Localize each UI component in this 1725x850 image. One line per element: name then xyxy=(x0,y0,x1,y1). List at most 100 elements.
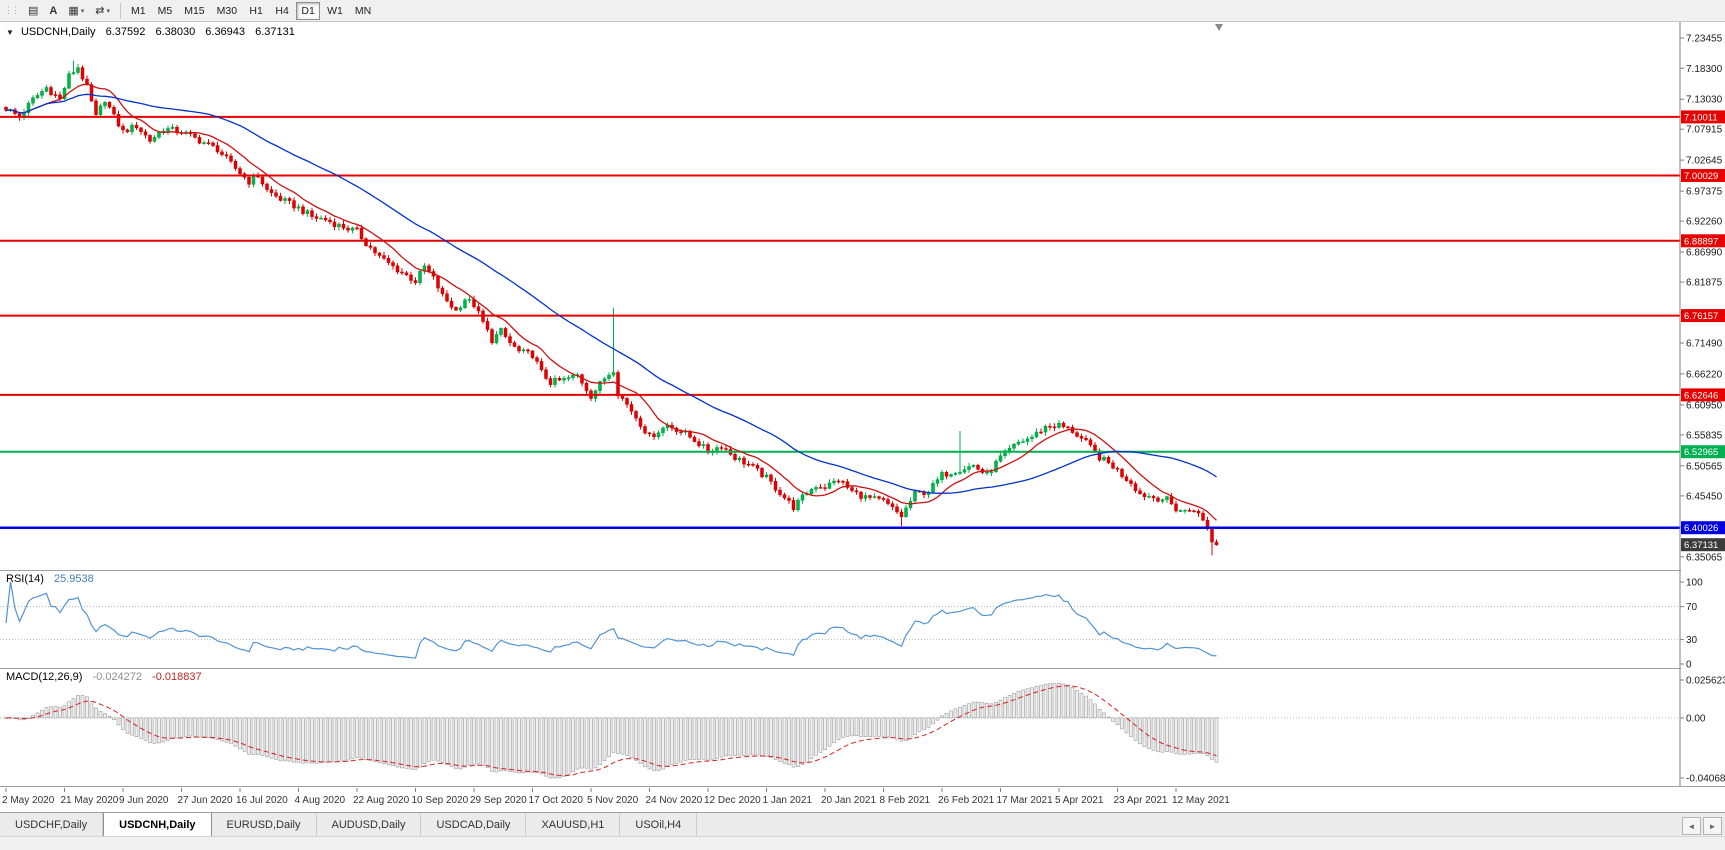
svg-text:6.76157: 6.76157 xyxy=(1684,311,1718,322)
chart-tabbar: USDCHF,Daily USDCNH,Daily EURUSD,Daily AUDU… xyxy=(0,812,1725,836)
svg-text:7.02645: 7.02645 xyxy=(1686,156,1723,167)
svg-text:20 Jan 2021: 20 Jan 2021 xyxy=(821,795,876,806)
rsi-panel xyxy=(0,581,1680,659)
price-line-tag: 7.10011 xyxy=(1681,110,1725,124)
svg-text:30: 30 xyxy=(1686,635,1698,646)
slow-ma-line xyxy=(5,93,1217,494)
top-toolbar: ⋮⋮ ▤ A ▦ ▾ ⇄ ▾ M1 M5 M15 M30 H1 H4 D1 W1 MN xyxy=(0,0,1725,22)
svg-text:22 Aug 2020: 22 Aug 2020 xyxy=(353,795,410,806)
charts-grid-icon[interactable]: ▤ xyxy=(28,5,39,17)
svg-text:6.88897: 6.88897 xyxy=(1684,236,1718,247)
rsi-line xyxy=(5,581,1217,659)
svg-text:6.55835: 6.55835 xyxy=(1686,430,1723,441)
date-axis[interactable]: 2 May 2020 21 May 2020 9 Jun 2020 27 Jun 20… xyxy=(2,788,1230,806)
timeframe-button-mn[interactable]: MN xyxy=(354,4,372,17)
svg-text:27 Jun 2020: 27 Jun 2020 xyxy=(178,795,233,806)
svg-text:7.13030: 7.13030 xyxy=(1686,95,1723,106)
svg-text:6.52965: 6.52965 xyxy=(1684,447,1718,458)
timeframe-button-m1[interactable]: M1 xyxy=(131,4,146,17)
svg-text:0.025623: 0.025623 xyxy=(1686,676,1725,687)
horizontal-lines-layer[interactable] xyxy=(0,115,1680,529)
svg-text:4 Aug 2020: 4 Aug 2020 xyxy=(295,795,346,806)
price-line-tag: 6.37131 xyxy=(1681,538,1725,552)
price-line-tag: 7.00029 xyxy=(1681,169,1725,182)
svg-text:17 Oct 2020: 17 Oct 2020 xyxy=(529,795,584,806)
svg-text:6.60950: 6.60950 xyxy=(1686,400,1723,411)
svg-text:1 Jan 2021: 1 Jan 2021 xyxy=(763,795,813,806)
svg-text:24 Nov 2020: 24 Nov 2020 xyxy=(646,795,703,806)
svg-text:21 May 2020: 21 May 2020 xyxy=(61,795,119,806)
fast-ma-line xyxy=(5,83,1217,521)
svg-text:6.71490: 6.71490 xyxy=(1686,339,1723,350)
svg-text:100: 100 xyxy=(1686,578,1703,589)
svg-text:7.10011: 7.10011 xyxy=(1684,112,1718,123)
svg-text:0.00: 0.00 xyxy=(1686,713,1706,724)
tab-scroll-right-button[interactable]: ► xyxy=(1703,817,1722,835)
svg-text:12 Dec 2020: 12 Dec 2020 xyxy=(704,795,761,806)
timeframe-button-h1[interactable]: H1 xyxy=(249,4,263,17)
svg-text:12 May 2021: 12 May 2021 xyxy=(1172,795,1230,806)
arrows-tool-icon[interactable]: ⇄ ▾ xyxy=(95,5,111,17)
svg-text:6.62646: 6.62646 xyxy=(1684,390,1718,401)
timeframe-button-m5[interactable]: M5 xyxy=(157,4,173,17)
svg-text:16 Jul 2020: 16 Jul 2020 xyxy=(236,795,288,806)
price-line-tag: 6.62646 xyxy=(1681,388,1725,402)
timeframe-button-m30[interactable]: M30 xyxy=(216,4,238,17)
price-line-tag: 6.76157 xyxy=(1681,309,1725,323)
svg-text:6.35065: 6.35065 xyxy=(1686,552,1723,563)
chart-tab-eurusd-daily[interactable]: EURUSD,Daily xyxy=(211,813,317,836)
svg-text:6.40026: 6.40026 xyxy=(1684,523,1718,534)
svg-text:9 Jun 2020: 9 Jun 2020 xyxy=(119,795,169,806)
svg-text:17 Mar 2021: 17 Mar 2021 xyxy=(997,795,1054,806)
svg-text:29 Sep 2020: 29 Sep 2020 xyxy=(470,795,527,806)
tab-scroll-left-button[interactable]: ◄ xyxy=(1682,817,1701,835)
svg-text:6.81875: 6.81875 xyxy=(1686,278,1723,289)
price-axis[interactable]: 7.23455 7.18300 7.13030 7.07915 7.02645 6.973… xyxy=(1679,22,1725,786)
svg-text:6.45450: 6.45450 xyxy=(1686,491,1723,502)
chart-region: 7.23455 7.18300 7.13030 7.07915 7.02645 6.973… xyxy=(0,22,1725,812)
svg-text:6.97375: 6.97375 xyxy=(1686,187,1723,198)
svg-text:7.18300: 7.18300 xyxy=(1686,64,1723,75)
chart-tab-xauusd-h1[interactable]: XAUUSD,H1 xyxy=(526,813,621,836)
svg-text:-0.04068: -0.04068 xyxy=(1686,774,1725,785)
svg-text:7.07915: 7.07915 xyxy=(1686,125,1723,136)
svg-text:0: 0 xyxy=(1686,660,1692,671)
svg-text:23 Apr 2021: 23 Apr 2021 xyxy=(1114,795,1168,806)
svg-text:6.37131: 6.37131 xyxy=(1684,540,1718,551)
svg-text:8 Feb 2021: 8 Feb 2021 xyxy=(880,795,931,806)
chart-tab-usdcnh-daily[interactable]: USDCNH,Daily xyxy=(103,813,212,836)
svg-text:7.23455: 7.23455 xyxy=(1686,34,1723,45)
timeframe-button-h4[interactable]: H4 xyxy=(275,4,289,17)
price-line-tag: 6.52965 xyxy=(1681,445,1725,459)
price-line-tag: 6.40026 xyxy=(1681,521,1725,535)
chart-tab-audusd-daily[interactable]: AUDUSD,Daily xyxy=(316,813,422,836)
timeframe-button-d1[interactable]: D1 xyxy=(296,1,321,20)
toolbar-separator xyxy=(120,2,122,19)
svg-text:5 Apr 2021: 5 Apr 2021 xyxy=(1055,795,1104,806)
macd-signal-line xyxy=(5,685,1217,777)
chart-tab-usdcad-daily[interactable]: USDCAD,Daily xyxy=(421,813,527,836)
main-chart-canvas[interactable]: 7.23455 7.18300 7.13030 7.07915 7.02645 6.973… xyxy=(0,22,1725,812)
svg-text:2 May 2020: 2 May 2020 xyxy=(2,795,55,806)
price-line-tag: 6.88897 xyxy=(1681,234,1725,248)
svg-text:70: 70 xyxy=(1686,602,1698,613)
macd-histogram xyxy=(4,682,1219,779)
timeframe-button-m15[interactable]: M15 xyxy=(184,4,205,17)
chart-tab-usdchf-daily[interactable]: USDCHF,Daily xyxy=(0,813,104,836)
svg-text:6.50565: 6.50565 xyxy=(1686,461,1723,472)
svg-text:5 Nov 2020: 5 Nov 2020 xyxy=(587,795,639,806)
svg-text:26 Feb 2021: 26 Feb 2021 xyxy=(938,795,995,806)
candles-layer xyxy=(4,60,1219,556)
window-bottom-strip xyxy=(0,836,1725,850)
text-annotation-icon[interactable]: A xyxy=(49,4,58,17)
svg-text:6.86990: 6.86990 xyxy=(1686,248,1723,259)
svg-text:6.66220: 6.66220 xyxy=(1686,369,1723,380)
chart-template-icon[interactable]: ▦ ▾ xyxy=(68,5,85,17)
toolbar-grip-icon[interactable]: ⋮⋮ xyxy=(4,5,20,15)
svg-text:7.00029: 7.00029 xyxy=(1684,171,1718,182)
svg-text:6.92260: 6.92260 xyxy=(1686,217,1723,228)
macd-panel xyxy=(0,682,1680,779)
chart-shift-marker-icon[interactable] xyxy=(1215,24,1223,31)
chart-tab-usoil-h4[interactable]: USOil,H4 xyxy=(620,813,698,836)
timeframe-button-w1[interactable]: W1 xyxy=(327,4,343,17)
